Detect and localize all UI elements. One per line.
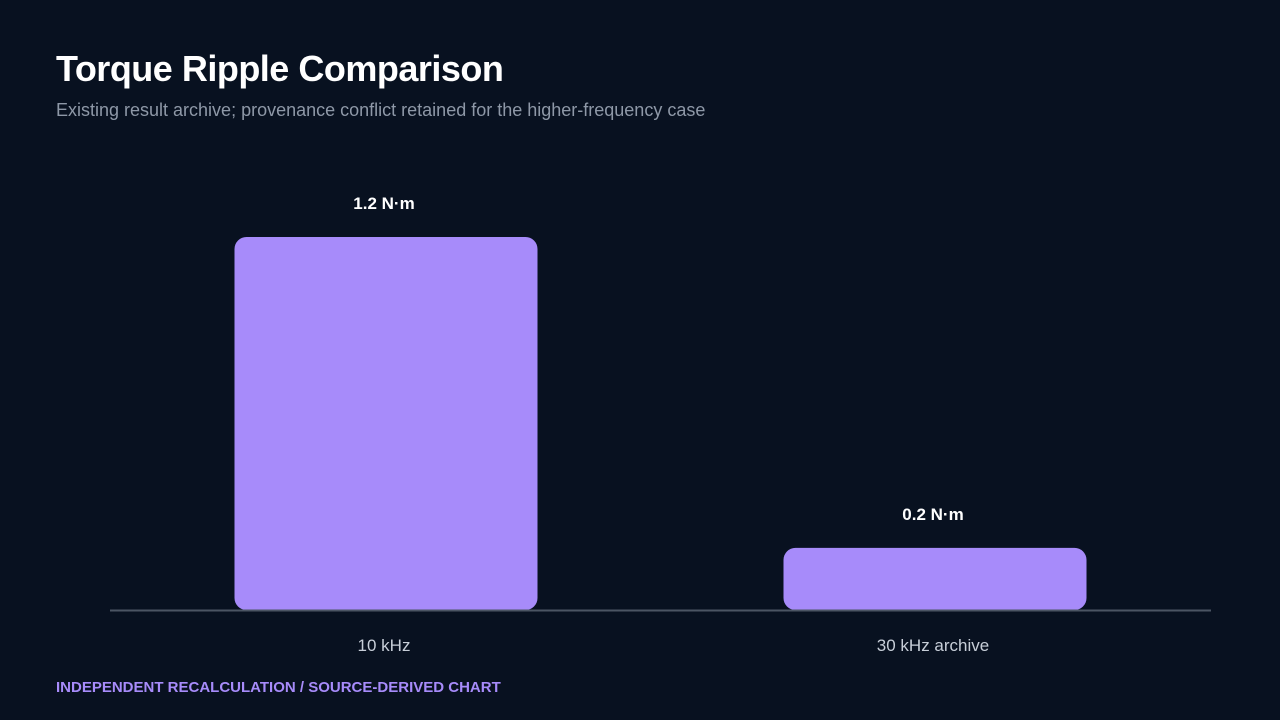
category-label-30-khz-archive: 30 kHz archive	[877, 636, 989, 655]
category-labels-layer: 10 kHz 30 kHz archive	[358, 636, 990, 655]
chart-title: Torque Ripple Comparison	[56, 48, 504, 89]
chart-subtitle: Existing result archive; provenance conf…	[56, 100, 706, 120]
data-label-10-khz: 1.2 N·m	[353, 194, 414, 213]
chart-footer-note: INDEPENDENT RECALCULATION / SOURCE-DERIV…	[56, 679, 501, 696]
data-label-30-khz-archive: 0.2 N·m	[902, 505, 963, 524]
bar-10-khz	[234, 237, 538, 610]
bar-30-khz-archive	[783, 547, 1087, 610]
bars-layer	[234, 237, 1087, 610]
data-labels-layer: 1.2 N·m 0.2 N·m	[353, 194, 963, 524]
category-label-10-khz: 10 kHz	[358, 636, 411, 655]
